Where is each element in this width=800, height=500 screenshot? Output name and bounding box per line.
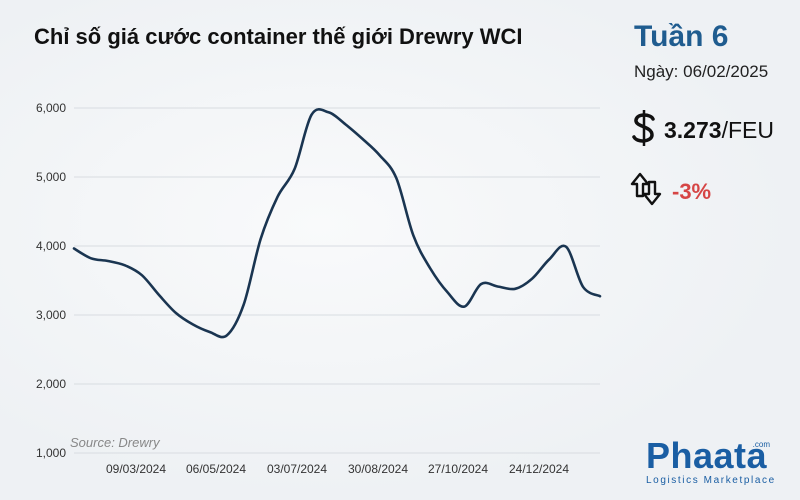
x-tick-label: 06/05/2024 [186,462,246,476]
price-value: 3.273 [664,117,722,143]
logo-wordmark: Phaata [646,435,768,476]
price-unit: /FEU [721,117,774,143]
x-tick-label: 24/12/2024 [509,462,569,476]
week-label: Tuần 6 [634,20,729,53]
date-label: Ngày: 06/02/2025 [634,62,769,81]
y-tick-label: 1,000 [36,446,66,460]
logo-tagline: Logistics Marketplace [646,475,776,486]
y-tick-label: 4,000 [36,239,66,253]
grid-lines [74,107,600,454]
dollar-sign-icon [630,108,658,153]
y-axis-ticks: 6,000 5,000 4,000 3,000 2,000 1,000 [36,101,66,460]
change-value: -3% [672,178,712,204]
up-down-arrows-icon [630,170,662,213]
price-row: 3.273 /FEU [630,108,774,153]
x-tick-label: 30/08/2024 [348,462,408,476]
y-tick-label: 6,000 [36,101,66,115]
y-tick-label: 3,000 [36,308,66,322]
logo-suffix: .com [752,440,770,449]
x-tick-label: 09/03/2024 [106,462,166,476]
x-tick-label: 03/07/2024 [267,462,327,476]
source-note: Source: Drewry [70,435,160,450]
y-tick-label: 2,000 [36,377,66,391]
chart-title: Chỉ số giá cước container thế giới Drewr… [34,24,523,49]
y-tick-label: 5,000 [36,170,66,184]
x-axis-ticks: 09/03/2024 06/05/2024 03/07/2024 30/08/2024… [106,462,569,476]
phaata-logo: Phaata Logistics Marketplace .com [646,438,776,488]
change-row: -3% [630,170,711,213]
x-tick-label: 27/10/2024 [428,462,488,476]
wci-line [72,108,602,339]
